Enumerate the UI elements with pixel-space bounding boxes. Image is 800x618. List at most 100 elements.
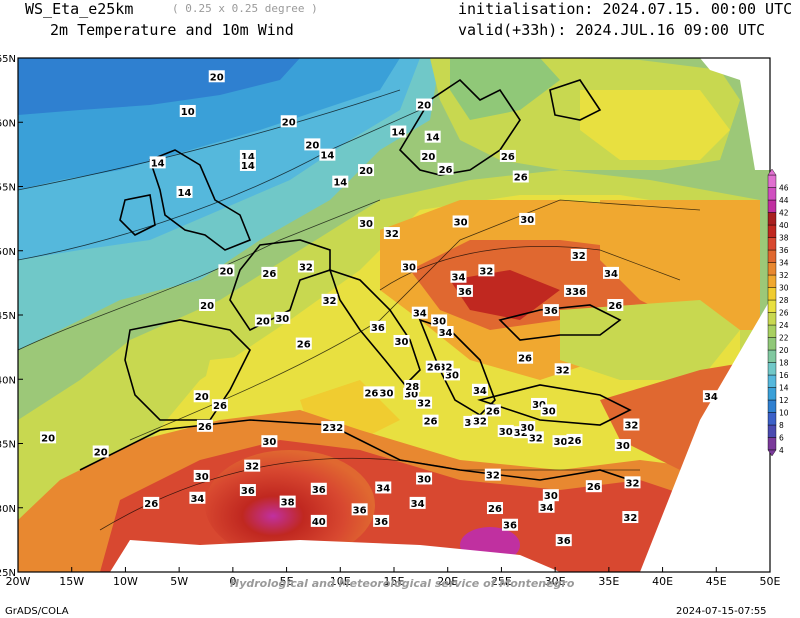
colorbar-label: 28: [779, 296, 789, 305]
contour-label: 34: [540, 503, 554, 514]
contour-label-bg: [554, 363, 571, 376]
contour-label: 14: [333, 178, 347, 189]
contour-label: 32: [417, 399, 431, 410]
contour-label-bg: [179, 104, 196, 117]
footer-left: GrADS/COLA: [5, 606, 69, 617]
contour-label-bg: [92, 445, 109, 458]
contour-label-bg: [622, 511, 639, 524]
colorbar-segment: [767, 387, 777, 401]
contour-label: 14: [241, 161, 255, 172]
contour-label-bg: [404, 379, 421, 392]
contour-label: 26: [427, 363, 441, 374]
contour-label: 20: [210, 72, 224, 83]
contour-label-bg: [585, 480, 602, 493]
contour-label-bg: [566, 433, 583, 446]
contour-label: 26: [213, 401, 227, 412]
colorbar-segment: [767, 412, 777, 426]
contour-label: 30: [454, 217, 468, 228]
colorbar-label: 40: [779, 221, 789, 230]
black-sea-field: [560, 300, 740, 380]
contour-label-bg: [484, 468, 501, 481]
contour-label-bg: [393, 334, 410, 347]
contour-label: 20: [219, 266, 233, 277]
contour-label: 26: [568, 436, 582, 447]
contour-label-bg: [280, 115, 297, 128]
contour-label-bg: [542, 489, 559, 502]
contour-label-bg: [425, 360, 442, 373]
contour-label: 36: [241, 486, 255, 497]
contour-label-bg: [478, 264, 495, 277]
lat-tick-label: 25N: [0, 568, 16, 579]
contour-label-bg: [456, 284, 473, 297]
contour-label: 14: [391, 128, 405, 139]
contour-label: 336: [565, 287, 586, 298]
lat-tick-label: 60N: [0, 118, 16, 129]
contour-label-bg: [497, 424, 514, 437]
contour-label: 20: [256, 316, 270, 327]
contour-label: 34: [704, 392, 718, 403]
colorbar-segment: [767, 399, 777, 413]
colorbar-segment: [767, 199, 777, 213]
colorbar-label: 22: [779, 334, 789, 343]
contour-label-bg: [143, 496, 160, 509]
contour-label-bg: [623, 418, 640, 431]
contour-label-bg: [564, 284, 588, 297]
contour-label: 32: [439, 363, 453, 374]
contour-label-bg: [437, 162, 454, 175]
contour-label: 40: [312, 517, 326, 528]
contour-label-bg: [517, 351, 534, 364]
contour-label-bg: [295, 337, 312, 350]
contour-label: 30: [417, 474, 431, 485]
lon-tick-label: 25E: [491, 575, 512, 588]
colorbar-segment: [767, 437, 777, 451]
contour-label: 36: [312, 485, 326, 496]
lat-tick-label: 65N: [0, 54, 16, 65]
colorbar-segment: [767, 274, 777, 288]
lat-tick-label: 35N: [0, 440, 16, 451]
contour-label: 30: [542, 406, 556, 417]
lat-tick-label: 30N: [0, 504, 16, 515]
lat-tick-label: 50N: [0, 247, 16, 258]
contour-label: 38: [281, 498, 295, 509]
contour-label-bg: [540, 404, 557, 417]
finland-cool: [450, 58, 560, 120]
contour-label: 32: [556, 365, 570, 376]
contour-label-bg: [527, 431, 544, 444]
contour-label-bg: [239, 158, 256, 171]
east-band-28: [600, 200, 760, 330]
contour-label: 36: [503, 521, 517, 532]
colorbar-segment: [767, 187, 777, 201]
contour-label-bg: [239, 484, 256, 497]
contour-label: 32: [572, 251, 586, 262]
contour-label: 26: [424, 417, 438, 428]
colorbar-segment: [767, 337, 777, 351]
contour-label-bg: [383, 227, 400, 240]
contour-label: 36: [544, 306, 558, 317]
contour-label: 26: [364, 388, 378, 399]
contour-label: 30: [404, 390, 418, 401]
product-title: 2m Temperature and 10m Wind: [50, 21, 294, 39]
colorbar-segment: [767, 324, 777, 338]
contour-label: 36: [458, 287, 472, 298]
contour-label-bg: [304, 138, 321, 151]
contour-label-bg: [390, 125, 407, 138]
watermark: Hydrological and Meteorological service …: [230, 577, 575, 590]
contour-label-bg: [211, 399, 228, 412]
contour-label: 32: [473, 417, 487, 428]
contour-label-bg: [363, 386, 380, 399]
russia-warm: [580, 90, 730, 160]
contour-label: 30: [532, 400, 546, 411]
colorbar-label: 46: [779, 184, 789, 193]
contour-label-bg: [40, 431, 57, 444]
contour-label-bg: [512, 170, 529, 183]
outside-domain-se: [640, 300, 770, 572]
valid-time: valid(+33h): 2024.JUL.16 09:00 UTC: [458, 21, 766, 39]
contour-label-bg: [218, 264, 235, 277]
colorbar-bottom-arrow: [767, 449, 777, 457]
contour-label-bg: [321, 293, 338, 306]
lon-tick-label: 20E: [437, 575, 458, 588]
contour-label: 26: [518, 354, 532, 365]
lon-tick-label: 40E: [652, 575, 673, 588]
contour-label: 26: [587, 482, 601, 493]
coast-britain: [149, 149, 252, 251]
